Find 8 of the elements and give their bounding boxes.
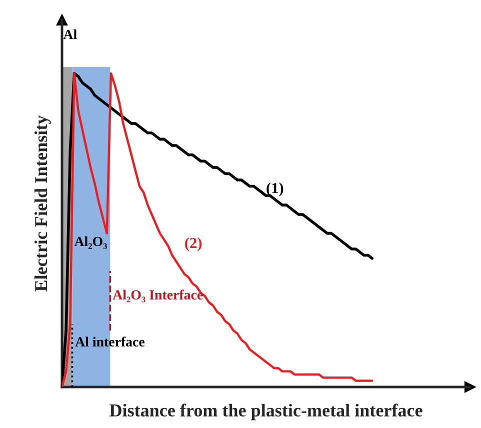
annotation: Al interface xyxy=(75,336,144,347)
annotation: Al₂O₃ xyxy=(74,236,107,249)
x-axis-title: Distance from the plastic-metal interface xyxy=(110,404,422,420)
series-label: (1) xyxy=(266,182,284,196)
annotation: Al₂O₃ Interface xyxy=(112,290,203,302)
series-label: (2) xyxy=(185,237,202,252)
text: Al xyxy=(63,29,77,40)
y-axis-title: Electric Field Intensity xyxy=(34,115,51,292)
